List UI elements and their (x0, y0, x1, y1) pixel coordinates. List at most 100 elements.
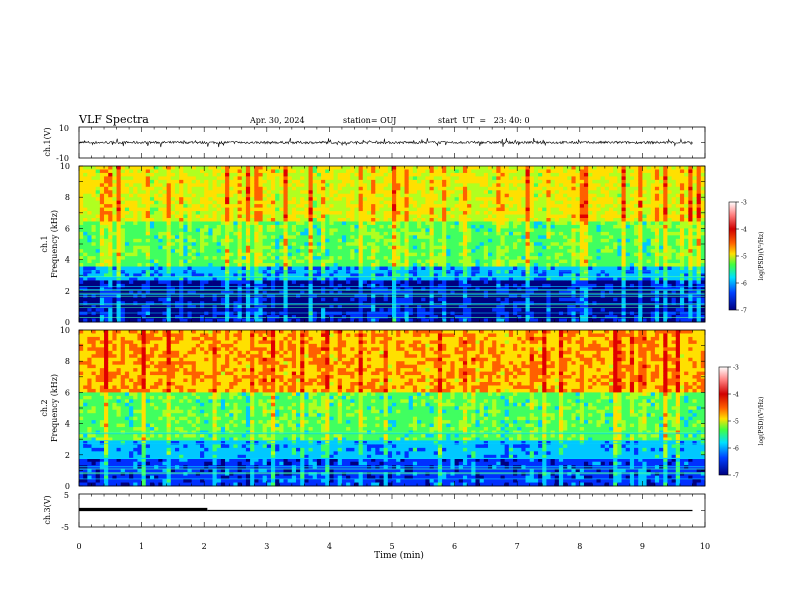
spectrogram-cell (250, 224, 255, 229)
spectrogram-cell (362, 218, 368, 222)
spectrogram-cell (212, 169, 218, 174)
spectrogram-cell (508, 249, 514, 254)
spectrogram-cell (149, 235, 155, 240)
spectrogram-cell (412, 193, 418, 198)
spectrogram-cell (396, 218, 401, 222)
spectrogram-cell (517, 290, 522, 295)
spectrogram-cell (79, 235, 84, 240)
spectrogram-cell (187, 263, 193, 267)
spectrogram-cell (154, 273, 159, 278)
spectrogram-cell (433, 280, 439, 285)
spectrogram-cell (195, 266, 201, 271)
spectrogram-cell (496, 263, 501, 267)
spectrogram-cell (133, 183, 138, 188)
spectrogram-cell (454, 256, 460, 260)
spectrogram-cell (500, 318, 506, 323)
spectrogram-cell (396, 228, 401, 233)
spectrogram-cell (283, 172, 289, 177)
spectrogram-cell (433, 214, 439, 219)
spectrogram-cell (170, 245, 176, 250)
spectrogram-cell (408, 193, 414, 198)
spectrogram-cell (496, 242, 501, 247)
spectrogram-cell (316, 218, 322, 222)
spectrogram-cell (375, 193, 380, 198)
spectrogram-cell (392, 249, 397, 254)
spectrogram-cell (262, 266, 268, 271)
spectrogram-cell (245, 207, 251, 212)
spectrogram-cell (412, 304, 418, 309)
spectrogram-cell (454, 273, 460, 278)
spectrogram-cell (220, 176, 226, 181)
spectrogram-cell (129, 263, 134, 267)
spectrogram-cell (429, 214, 435, 219)
spectrogram-cell (371, 176, 376, 181)
spectrogram-cell (358, 301, 364, 306)
spectrogram-cell (208, 214, 213, 219)
spectrogram-cell (321, 224, 326, 229)
spectrogram-cell (262, 280, 268, 285)
spectrogram-cell (462, 252, 468, 257)
spectrogram-cell (300, 297, 305, 302)
spectrogram-cell (229, 290, 234, 295)
spectrogram-cell (245, 221, 251, 226)
spectrogram-cell (479, 211, 485, 215)
spectrogram-cell (442, 304, 447, 309)
spectrogram-cell (354, 308, 360, 312)
spectrogram-cell (83, 252, 88, 257)
spectrogram-cell (229, 200, 234, 205)
spectrogram-cell (429, 211, 435, 215)
spectrogram-cell (220, 311, 226, 316)
spectrogram-cell (241, 270, 247, 274)
spectrogram-cell (341, 270, 347, 274)
spectrogram-cell (408, 249, 414, 254)
spectrogram-cell (225, 276, 230, 281)
spectrogram-cell (304, 252, 309, 257)
spectrogram-cell (99, 193, 105, 198)
spectrogram-cell (108, 283, 113, 288)
spectrogram-cell (129, 169, 134, 174)
spectrogram-cell (350, 224, 355, 229)
spectrogram-cell (91, 169, 97, 174)
spectrogram-cell (417, 304, 422, 309)
spectrogram-cell (471, 235, 476, 240)
spectrogram-cell (421, 228, 426, 233)
spectrogram-cell (162, 242, 168, 247)
spectrogram-cell (387, 235, 393, 240)
spectrogram-cell (396, 176, 401, 181)
spectrogram-cell (208, 238, 213, 243)
spectrogram-cell (258, 280, 264, 285)
spectrogram-cell (166, 308, 172, 312)
spectrogram-cell (112, 224, 117, 229)
spectrogram-cell (300, 193, 305, 198)
spectrogram-cell (316, 169, 322, 174)
spectrogram-cell (275, 270, 280, 274)
spectrogram-cell (304, 287, 309, 292)
spectrogram-cell (362, 204, 368, 208)
spectrogram-cell (191, 249, 197, 254)
spectrogram-cell (158, 169, 163, 174)
spectrogram-cell (300, 231, 305, 236)
spectrogram-cell (195, 172, 201, 177)
spectrogram-cell (99, 235, 105, 240)
spectrogram-cell (462, 238, 468, 243)
spectrogram-cell (329, 252, 334, 257)
spectrogram-cell (333, 193, 339, 198)
spectrogram-cell (513, 186, 518, 191)
spectrogram-cell (216, 280, 222, 285)
spectrogram-cell (99, 256, 105, 260)
spectrogram-cell (429, 273, 435, 278)
spectrogram-cell (354, 172, 360, 177)
spectrogram-cell (492, 193, 497, 198)
spectrogram-cell (179, 200, 184, 205)
spectrogram-cell (462, 242, 468, 247)
spectrogram-cell (254, 318, 259, 323)
spectrogram-cell (283, 207, 289, 212)
spectrogram-cell (174, 242, 180, 247)
spectrogram-cell (229, 179, 234, 184)
spectrogram-cell (329, 228, 334, 233)
spectrogram-cell (129, 179, 134, 184)
spectrogram-cell (170, 172, 176, 177)
spectrogram-cell (99, 242, 105, 247)
spectrogram-cell (262, 207, 268, 212)
spectrogram-cell (462, 186, 468, 191)
